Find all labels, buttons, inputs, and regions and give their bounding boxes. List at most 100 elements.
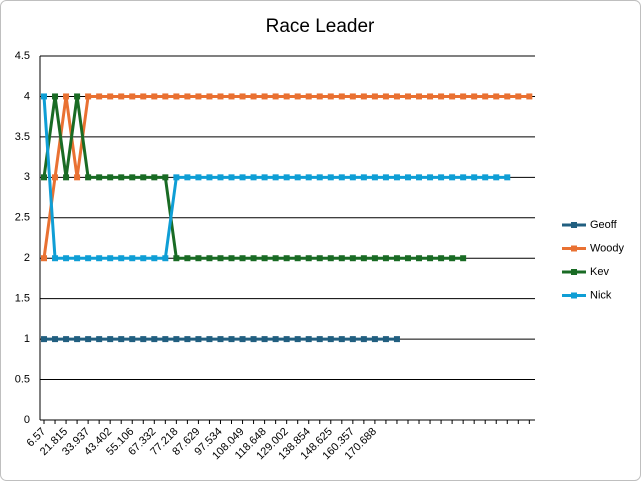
- series-marker: [250, 336, 257, 343]
- series-marker: [382, 93, 389, 100]
- series-marker: [272, 336, 279, 343]
- series-marker: [449, 93, 456, 100]
- series-marker: [416, 255, 423, 262]
- series-marker: [41, 336, 47, 343]
- series-marker: [74, 174, 81, 181]
- series-marker: [129, 174, 136, 181]
- y-tick-label: 2: [24, 252, 30, 264]
- series-marker: [294, 93, 301, 100]
- legend-label: Kev: [590, 266, 609, 278]
- series-marker: [427, 255, 434, 262]
- series-marker: [515, 93, 522, 100]
- series-marker: [173, 174, 180, 181]
- series-marker: [393, 255, 400, 262]
- series-marker: [162, 336, 169, 343]
- series-marker: [371, 174, 378, 181]
- series-marker: [162, 174, 169, 181]
- series-marker: [250, 93, 257, 100]
- series-marker: [382, 336, 389, 343]
- series-marker: [349, 174, 356, 181]
- y-tick-label: 3: [24, 171, 30, 183]
- series-marker: [206, 93, 213, 100]
- series-marker: [250, 174, 257, 181]
- series-marker: [349, 336, 356, 343]
- y-tick-label: 3.5: [15, 131, 30, 143]
- series-marker: [96, 174, 103, 181]
- series-marker: [316, 93, 323, 100]
- series-marker: [41, 255, 47, 262]
- series-marker: [195, 93, 202, 100]
- series-marker: [261, 255, 268, 262]
- series-marker: [151, 174, 158, 181]
- legend-marker: [571, 222, 577, 228]
- series-marker: [305, 336, 312, 343]
- series-marker: [493, 93, 500, 100]
- legend-marker: [571, 269, 577, 275]
- series-marker: [52, 174, 59, 181]
- series-marker: [294, 255, 301, 262]
- series-marker: [283, 336, 290, 343]
- series-marker: [41, 174, 47, 181]
- series-marker: [162, 255, 169, 262]
- series-marker: [74, 93, 81, 100]
- series-marker: [382, 174, 389, 181]
- series-marker: [272, 174, 279, 181]
- series-marker: [129, 93, 136, 100]
- series-marker: [63, 255, 70, 262]
- series-marker: [74, 336, 81, 343]
- series-marker: [118, 255, 125, 262]
- legend-marker: [571, 245, 577, 252]
- series-marker: [327, 93, 334, 100]
- series-marker: [272, 93, 279, 100]
- series-marker: [206, 255, 213, 262]
- series-marker: [239, 255, 246, 262]
- series-marker: [338, 93, 345, 100]
- series-marker: [239, 174, 246, 181]
- series-marker: [449, 174, 456, 181]
- series-marker: [217, 255, 224, 262]
- series-marker: [52, 93, 59, 100]
- series-marker: [151, 336, 158, 343]
- y-tick-label: 2.5: [15, 212, 30, 224]
- series-marker: [195, 174, 202, 181]
- series-marker: [85, 336, 92, 343]
- series-marker: [184, 255, 191, 262]
- series-marker: [294, 336, 301, 343]
- series-marker: [118, 336, 125, 343]
- series-marker: [360, 174, 367, 181]
- series-marker: [294, 174, 301, 181]
- series-marker: [173, 336, 180, 343]
- series-marker: [393, 336, 400, 343]
- series-marker: [327, 336, 334, 343]
- series-marker: [471, 93, 478, 100]
- series-marker: [371, 255, 378, 262]
- series-marker: [228, 255, 235, 262]
- series-marker: [427, 93, 434, 100]
- series-marker: [360, 93, 367, 100]
- series-marker: [305, 93, 312, 100]
- series-marker: [85, 93, 92, 100]
- series-marker: [217, 336, 224, 343]
- series-marker: [305, 255, 312, 262]
- series-marker: [195, 336, 202, 343]
- series-marker: [349, 255, 356, 262]
- series-marker: [438, 174, 445, 181]
- series-marker: [438, 93, 445, 100]
- series-marker: [327, 174, 334, 181]
- series-marker: [272, 255, 279, 262]
- series-marker: [360, 255, 367, 262]
- series-marker: [228, 336, 235, 343]
- series-marker: [504, 174, 511, 181]
- series-marker: [305, 174, 312, 181]
- series-marker: [118, 93, 125, 100]
- y-tick-label: 4.5: [15, 50, 30, 62]
- series-marker: [41, 93, 47, 100]
- series-marker: [416, 93, 423, 100]
- series-marker: [162, 93, 169, 100]
- series-marker: [173, 93, 180, 100]
- series-marker: [140, 93, 147, 100]
- series-marker: [393, 174, 400, 181]
- series-marker: [482, 93, 489, 100]
